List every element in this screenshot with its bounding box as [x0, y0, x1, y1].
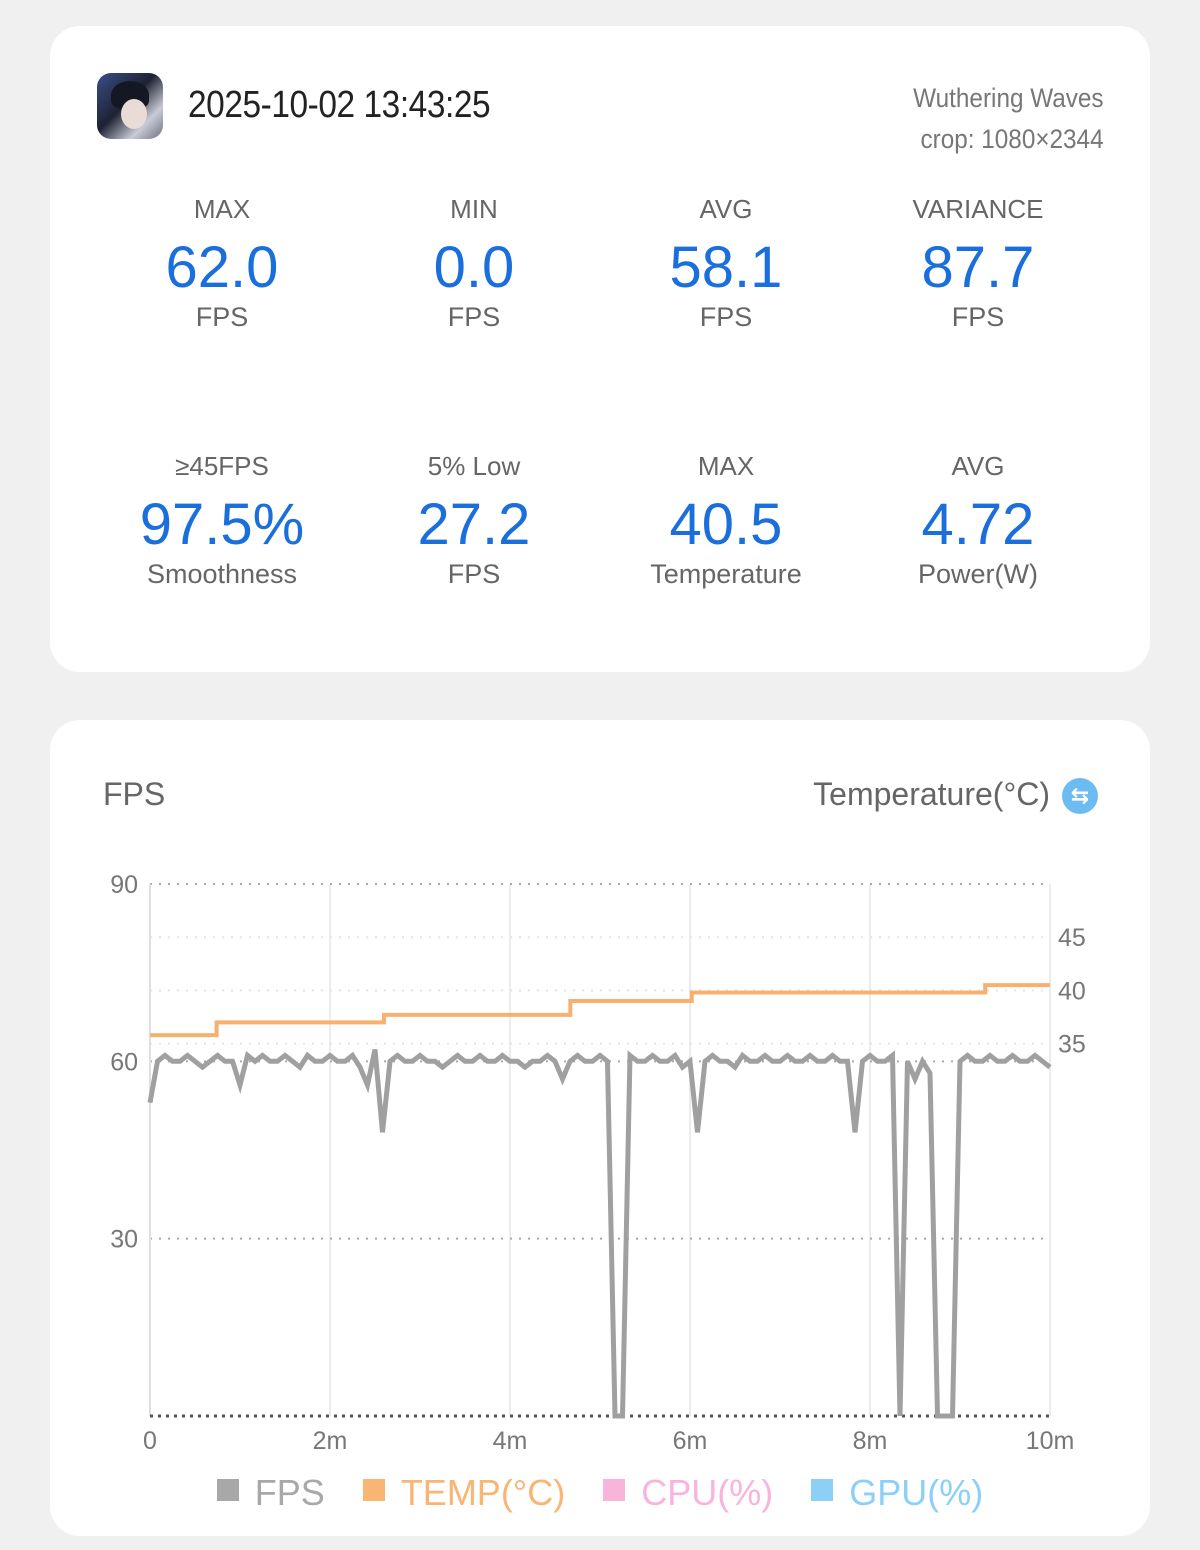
session-datetime: 2025-10-02 13:43:25: [188, 84, 491, 126]
right-axis-title[interactable]: Temperature(°C): [813, 776, 1050, 812]
stat-item: ≥45FPS 97.5% Smoothness: [102, 449, 342, 591]
stat-value: 27.2: [417, 492, 531, 557]
legend-label: CPU(%): [641, 1472, 774, 1513]
left-axis-title: FPS: [103, 776, 166, 812]
stat-label: MAX: [697, 451, 755, 481]
stat-item: VARIANCE 87.7 FPS: [858, 192, 1098, 334]
y-left-tick-label: 30: [110, 1226, 138, 1254]
game-info: Wuthering Waves crop: 1080×2344: [914, 78, 1104, 160]
stat-label: MAX: [193, 194, 251, 224]
stat-item: MAX 40.5 Temperature: [606, 449, 846, 591]
legend-fps[interactable]: FPS: [216, 1472, 325, 1514]
stat-label: 5% Low: [427, 451, 521, 481]
x-tick-label: 2m: [313, 1427, 348, 1455]
chart-legend: FPS TEMP(°C) CPU(%) GPU(%): [50, 1472, 1150, 1514]
temp-series-line: [150, 983, 1050, 1038]
y-right-tick-label: 45: [1058, 924, 1086, 952]
legend-label: TEMP(°C): [400, 1472, 566, 1513]
stat-value: 62.0: [165, 235, 279, 300]
stat-unit: FPS: [951, 302, 1005, 332]
stat-item: MIN 0.0 FPS: [354, 192, 594, 334]
fps-series-line: [147, 1048, 1052, 1419]
x-tick-label: 0: [143, 1427, 157, 1455]
y-right-tick-label: 40: [1058, 977, 1086, 1005]
stat-value: 4.72: [921, 492, 1035, 557]
game-avatar-icon: [97, 73, 163, 139]
stat-value: 58.1: [669, 235, 783, 300]
session-summary-card: 2025-10-02 13:43:25 Wuthering Waves crop…: [50, 26, 1150, 672]
stat-label: ≥45FPS: [175, 451, 269, 481]
legend-gpu[interactable]: GPU(%): [811, 1472, 983, 1514]
stat-item: MAX 62.0 FPS: [102, 192, 342, 334]
legend-label: FPS: [254, 1472, 325, 1513]
game-name: Wuthering Waves: [913, 83, 1104, 113]
stat-unit: FPS: [447, 302, 501, 332]
stat-value: 97.5%: [139, 492, 305, 557]
stat-item: AVG 58.1 FPS: [606, 192, 846, 334]
legend-swatch: [216, 1479, 239, 1501]
x-tick-label: 4m: [493, 1427, 528, 1455]
legend-swatch: [362, 1479, 385, 1501]
stat-unit: Smoothness: [146, 559, 298, 589]
stat-unit: FPS: [699, 302, 753, 332]
y-right-tick-label: 35: [1058, 1031, 1086, 1059]
swap-icon[interactable]: ⇆: [1062, 778, 1098, 814]
stat-unit: FPS: [195, 302, 249, 332]
stat-label: MIN: [450, 194, 498, 224]
legend-swatch: [811, 1479, 834, 1501]
stat-value: 0.0: [433, 235, 515, 300]
stat-item: 5% Low 27.2 FPS: [354, 449, 594, 591]
stat-item: AVG 4.72 Power(W): [858, 449, 1098, 591]
stat-unit: Temperature: [650, 559, 802, 589]
y-left-tick-label: 90: [110, 871, 138, 899]
legend-cpu[interactable]: CPU(%): [603, 1472, 773, 1514]
stat-label: VARIANCE: [912, 194, 1044, 224]
x-tick-label: 6m: [673, 1427, 708, 1455]
stat-label: AVG: [951, 451, 1005, 481]
legend-temp[interactable]: TEMP(°C): [362, 1472, 566, 1514]
y-left-tick-label: 60: [110, 1048, 138, 1076]
stat-value: 40.5: [669, 492, 783, 557]
x-tick-label: 10m: [1026, 1427, 1075, 1455]
stat-unit: Power(W): [918, 559, 1038, 589]
chart-card: FPS Temperature(°C) ⇆ FPS TEMP(°C) CPU(%…: [50, 720, 1150, 1536]
legend-label: GPU(%): [849, 1472, 984, 1513]
stat-value: 87.7: [921, 235, 1035, 300]
stat-label: AVG: [699, 194, 753, 224]
stat-unit: FPS: [447, 559, 501, 589]
crop-resolution: crop: 1080×2344: [920, 124, 1104, 154]
legend-swatch: [603, 1479, 626, 1501]
x-tick-label: 8m: [853, 1427, 888, 1455]
